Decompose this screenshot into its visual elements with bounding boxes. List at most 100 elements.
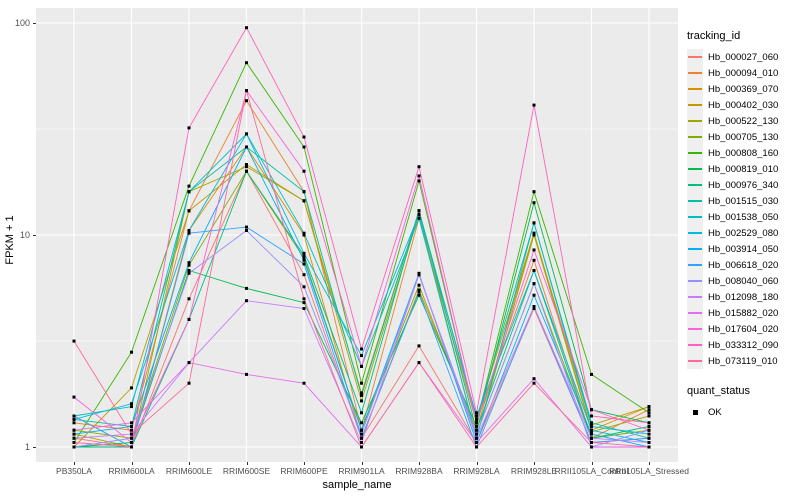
legend-key — [687, 305, 703, 321]
x-tick-mark — [304, 462, 305, 465]
data-point — [532, 307, 536, 310]
data-point — [130, 445, 133, 449]
legend-item-label: Hb_003914_050 — [708, 243, 779, 255]
x-tick-mark — [361, 462, 363, 465]
data-point — [360, 445, 363, 449]
data-point — [72, 445, 76, 449]
legend-item: Hb_000369_070 — [687, 81, 799, 97]
data-point — [647, 445, 651, 449]
legend-item: Hb_073119_010 — [687, 353, 799, 369]
data-point — [417, 283, 421, 287]
legend-key — [687, 113, 703, 129]
legend-item: Hb_000402_030 — [687, 97, 799, 113]
legend-key — [687, 177, 703, 193]
legend-item: Hb_006618_020 — [687, 257, 799, 273]
legend-item: Hb_000705_130 — [687, 129, 799, 145]
data-point — [532, 282, 536, 286]
data-point — [590, 372, 593, 376]
data-point — [245, 372, 248, 376]
data-point — [245, 163, 248, 166]
legend-item: Hb_000808_160 — [687, 145, 799, 161]
legend-key-line — [688, 216, 702, 218]
data-point — [532, 269, 536, 272]
data-point — [302, 251, 306, 255]
data-point — [360, 411, 363, 415]
data-point — [417, 174, 421, 178]
legend-item: Hb_001538_050 — [687, 209, 799, 225]
data-point — [187, 229, 191, 232]
data-point — [130, 441, 133, 444]
x-tick-mark — [246, 462, 248, 465]
data-point — [302, 190, 306, 194]
x-tick-label: RRIM928LE — [510, 466, 558, 476]
data-point — [130, 421, 133, 425]
legend-key-line — [688, 280, 702, 282]
data-point — [360, 432, 363, 436]
data-point — [187, 269, 191, 272]
data-point — [417, 165, 421, 169]
legend-item-label: Hb_000402_030 — [708, 99, 779, 111]
data-point — [302, 169, 306, 173]
data-point — [187, 263, 191, 267]
data-point — [72, 436, 76, 440]
data-point — [532, 103, 536, 107]
data-point — [647, 414, 651, 418]
data-point — [130, 432, 133, 436]
data-point — [360, 347, 363, 351]
legend-item: Hb_008040_060 — [687, 273, 799, 289]
data-point — [532, 201, 536, 205]
data-point — [245, 225, 248, 229]
data-point — [417, 179, 421, 183]
quant-status-items: OK — [687, 404, 799, 420]
data-point — [245, 286, 248, 290]
legend-key — [687, 289, 703, 305]
data-point — [647, 408, 651, 412]
legend-item: Hb_000522_130 — [687, 113, 799, 129]
legend-item-label: Hb_001515_030 — [708, 195, 779, 207]
x-tick-label: RRII105LA_Control — [554, 466, 629, 476]
data-point — [360, 399, 363, 403]
data-point — [647, 411, 651, 415]
x-tick-label: RRIM901LA — [338, 466, 385, 476]
data-point — [532, 248, 536, 252]
data-point — [360, 394, 363, 397]
data-point — [647, 421, 651, 425]
data-point — [647, 441, 651, 444]
legend-key — [687, 209, 703, 225]
quant-status-label: OK — [708, 406, 722, 418]
data-point — [302, 145, 306, 149]
data-point — [187, 297, 191, 301]
legend-key — [687, 161, 703, 177]
legend-key — [687, 81, 703, 97]
data-point — [302, 231, 306, 235]
data-point — [130, 425, 133, 428]
legend-key-line — [688, 264, 702, 266]
data-point — [187, 184, 191, 188]
data-point — [360, 428, 363, 432]
data-point — [302, 285, 306, 289]
data-point — [475, 414, 478, 418]
legend-item-label: Hb_012098_180 — [708, 291, 779, 303]
data-point — [475, 436, 478, 440]
quant-status-key — [687, 404, 703, 420]
data-point — [130, 405, 133, 409]
data-point — [302, 273, 306, 277]
legend-item-label: Hb_033312_090 — [708, 339, 779, 351]
legend-key-line — [688, 120, 702, 122]
legend-item-label: Hb_000705_130 — [708, 131, 779, 143]
data-point — [590, 425, 593, 428]
data-point — [417, 361, 421, 365]
data-point — [360, 381, 363, 385]
data-point — [72, 441, 76, 444]
data-point — [302, 297, 306, 301]
data-point — [647, 436, 651, 440]
x-tick-mark — [534, 462, 535, 465]
data-point — [475, 411, 478, 415]
legend-item: Hb_017604_020 — [687, 321, 799, 337]
legend-key — [687, 129, 703, 145]
data-point — [475, 432, 478, 436]
x-axis-title: sample_name — [322, 479, 392, 491]
legend-key — [687, 257, 703, 273]
legend-key-line — [688, 232, 702, 234]
